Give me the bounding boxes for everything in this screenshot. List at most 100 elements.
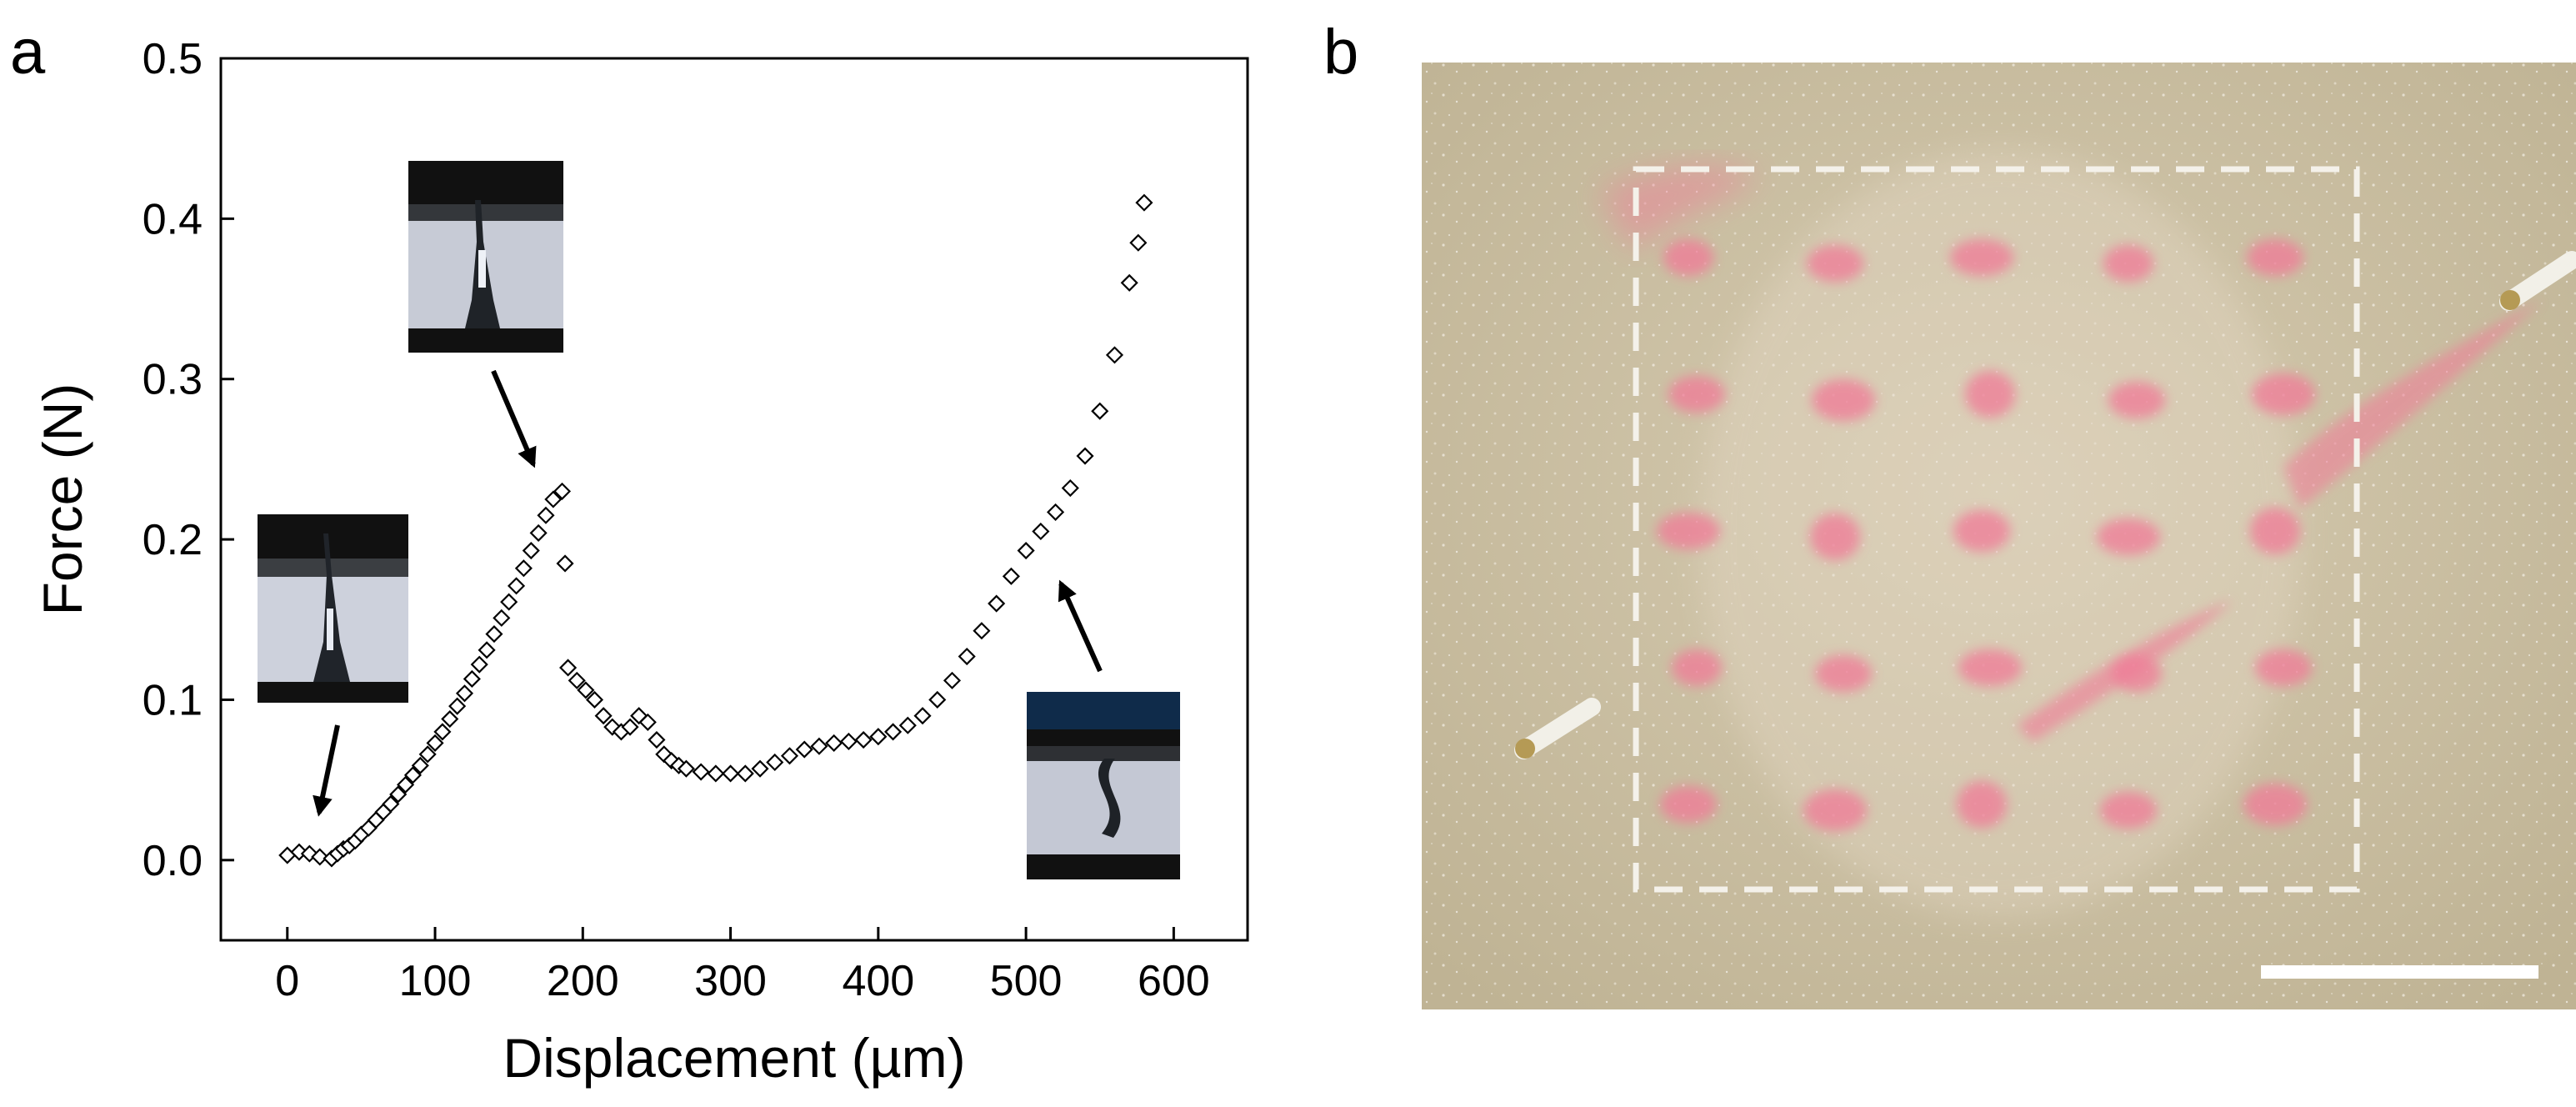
data-point <box>751 759 769 778</box>
data-point <box>529 523 548 542</box>
stain-spot <box>1668 376 1725 413</box>
pin-right <box>2499 251 2576 311</box>
skin-photo <box>1422 63 2576 1009</box>
stain-spot <box>2247 239 2303 276</box>
data-point <box>884 723 903 741</box>
inset-photo-penetration <box>408 161 563 353</box>
data-point <box>839 732 858 751</box>
data-point <box>943 671 962 689</box>
data-point <box>722 764 740 783</box>
data-point <box>585 690 604 709</box>
scale-bar <box>2261 965 2538 979</box>
data-series <box>278 193 1153 868</box>
inset-photo-buckling <box>1027 692 1180 879</box>
stain-spot <box>1815 655 1872 692</box>
data-point <box>568 671 586 689</box>
arrow-initial <box>313 724 340 817</box>
data-point <box>522 542 540 560</box>
data-point <box>1076 447 1094 465</box>
y-tick-label: 0.0 <box>143 837 203 885</box>
data-point <box>854 730 873 749</box>
stain-spot <box>2252 373 2315 415</box>
data-point <box>1120 273 1138 292</box>
data-point <box>988 594 1006 613</box>
data-point <box>411 756 429 774</box>
data-point <box>594 707 613 725</box>
data-point <box>898 716 917 734</box>
data-point <box>736 764 754 783</box>
data-point <box>433 723 452 741</box>
stain-spot <box>1812 379 1875 421</box>
stain-spot <box>2255 649 2312 686</box>
data-point <box>448 697 467 715</box>
panel-a-letter: a <box>10 17 46 88</box>
data-point <box>311 848 329 866</box>
stain-spot <box>1958 649 2022 686</box>
y-tick-label: 0.2 <box>143 516 203 564</box>
stain-spot <box>1953 510 2010 552</box>
data-point <box>1135 193 1153 212</box>
data-point <box>973 622 991 640</box>
data-point <box>485 625 503 644</box>
chart-plot-area <box>219 57 1249 942</box>
x-tick-label: 500 <box>990 957 1063 1005</box>
x-axis-ticks: 0 100 200 300 400 500 600 <box>275 927 1210 1005</box>
stain-spot <box>2108 382 2165 418</box>
data-point <box>537 506 555 524</box>
data-point <box>1129 233 1148 252</box>
y-tick-label: 0.1 <box>143 676 203 724</box>
stain-spot <box>2100 792 2157 829</box>
dashed-region-box <box>1633 166 2360 893</box>
data-point <box>810 737 828 755</box>
x-tick-label: 300 <box>694 957 767 1005</box>
data-point <box>514 559 533 578</box>
stain-spot <box>2250 508 2300 554</box>
data-point <box>559 659 578 677</box>
stain-spot <box>2243 784 2307 825</box>
data-point <box>418 745 437 764</box>
stain-spot <box>1672 649 1722 686</box>
data-point <box>869 728 888 746</box>
data-point <box>1046 503 1065 521</box>
x-tick-label: 600 <box>1138 957 1210 1005</box>
x-tick-label: 200 <box>547 957 619 1005</box>
data-point <box>553 482 572 500</box>
arrow-penetration <box>491 369 537 468</box>
stain-spot <box>2112 655 2162 692</box>
data-point <box>692 763 710 781</box>
data-point <box>544 490 563 508</box>
data-point <box>500 593 518 611</box>
microneedle-stain-grid <box>1657 239 2315 831</box>
data-point <box>780 747 799 765</box>
data-point <box>403 766 423 784</box>
plot-frame <box>219 57 1249 942</box>
y-tick-label: 0.3 <box>143 356 203 404</box>
data-point <box>1091 402 1109 420</box>
data-point <box>426 734 444 752</box>
y-tick-label: 0.5 <box>143 35 203 83</box>
x-axis-title: Displacement (µm) <box>503 1027 965 1089</box>
stain-spot <box>1657 513 1720 549</box>
data-point <box>707 764 725 783</box>
stain-spot <box>1957 781 2007 828</box>
stain-spot <box>1810 513 1860 560</box>
data-point <box>382 794 400 814</box>
data-point <box>470 655 488 674</box>
data-point <box>1105 346 1124 364</box>
y-axis-title: Force (N) <box>32 383 93 616</box>
stain-spot <box>1660 786 1717 823</box>
data-point <box>441 709 459 729</box>
data-point <box>766 753 784 772</box>
data-point <box>1061 478 1079 498</box>
inset-photo-initial <box>258 514 408 703</box>
data-point <box>455 684 474 703</box>
data-point <box>478 641 496 659</box>
arrow-buckling <box>1058 579 1103 673</box>
stain-spot <box>1950 239 2013 276</box>
data-point <box>389 785 408 804</box>
stain-spot <box>2097 518 2160 555</box>
data-point <box>958 647 976 666</box>
data-point <box>825 734 843 752</box>
y-tick-label: 0.4 <box>143 195 203 243</box>
